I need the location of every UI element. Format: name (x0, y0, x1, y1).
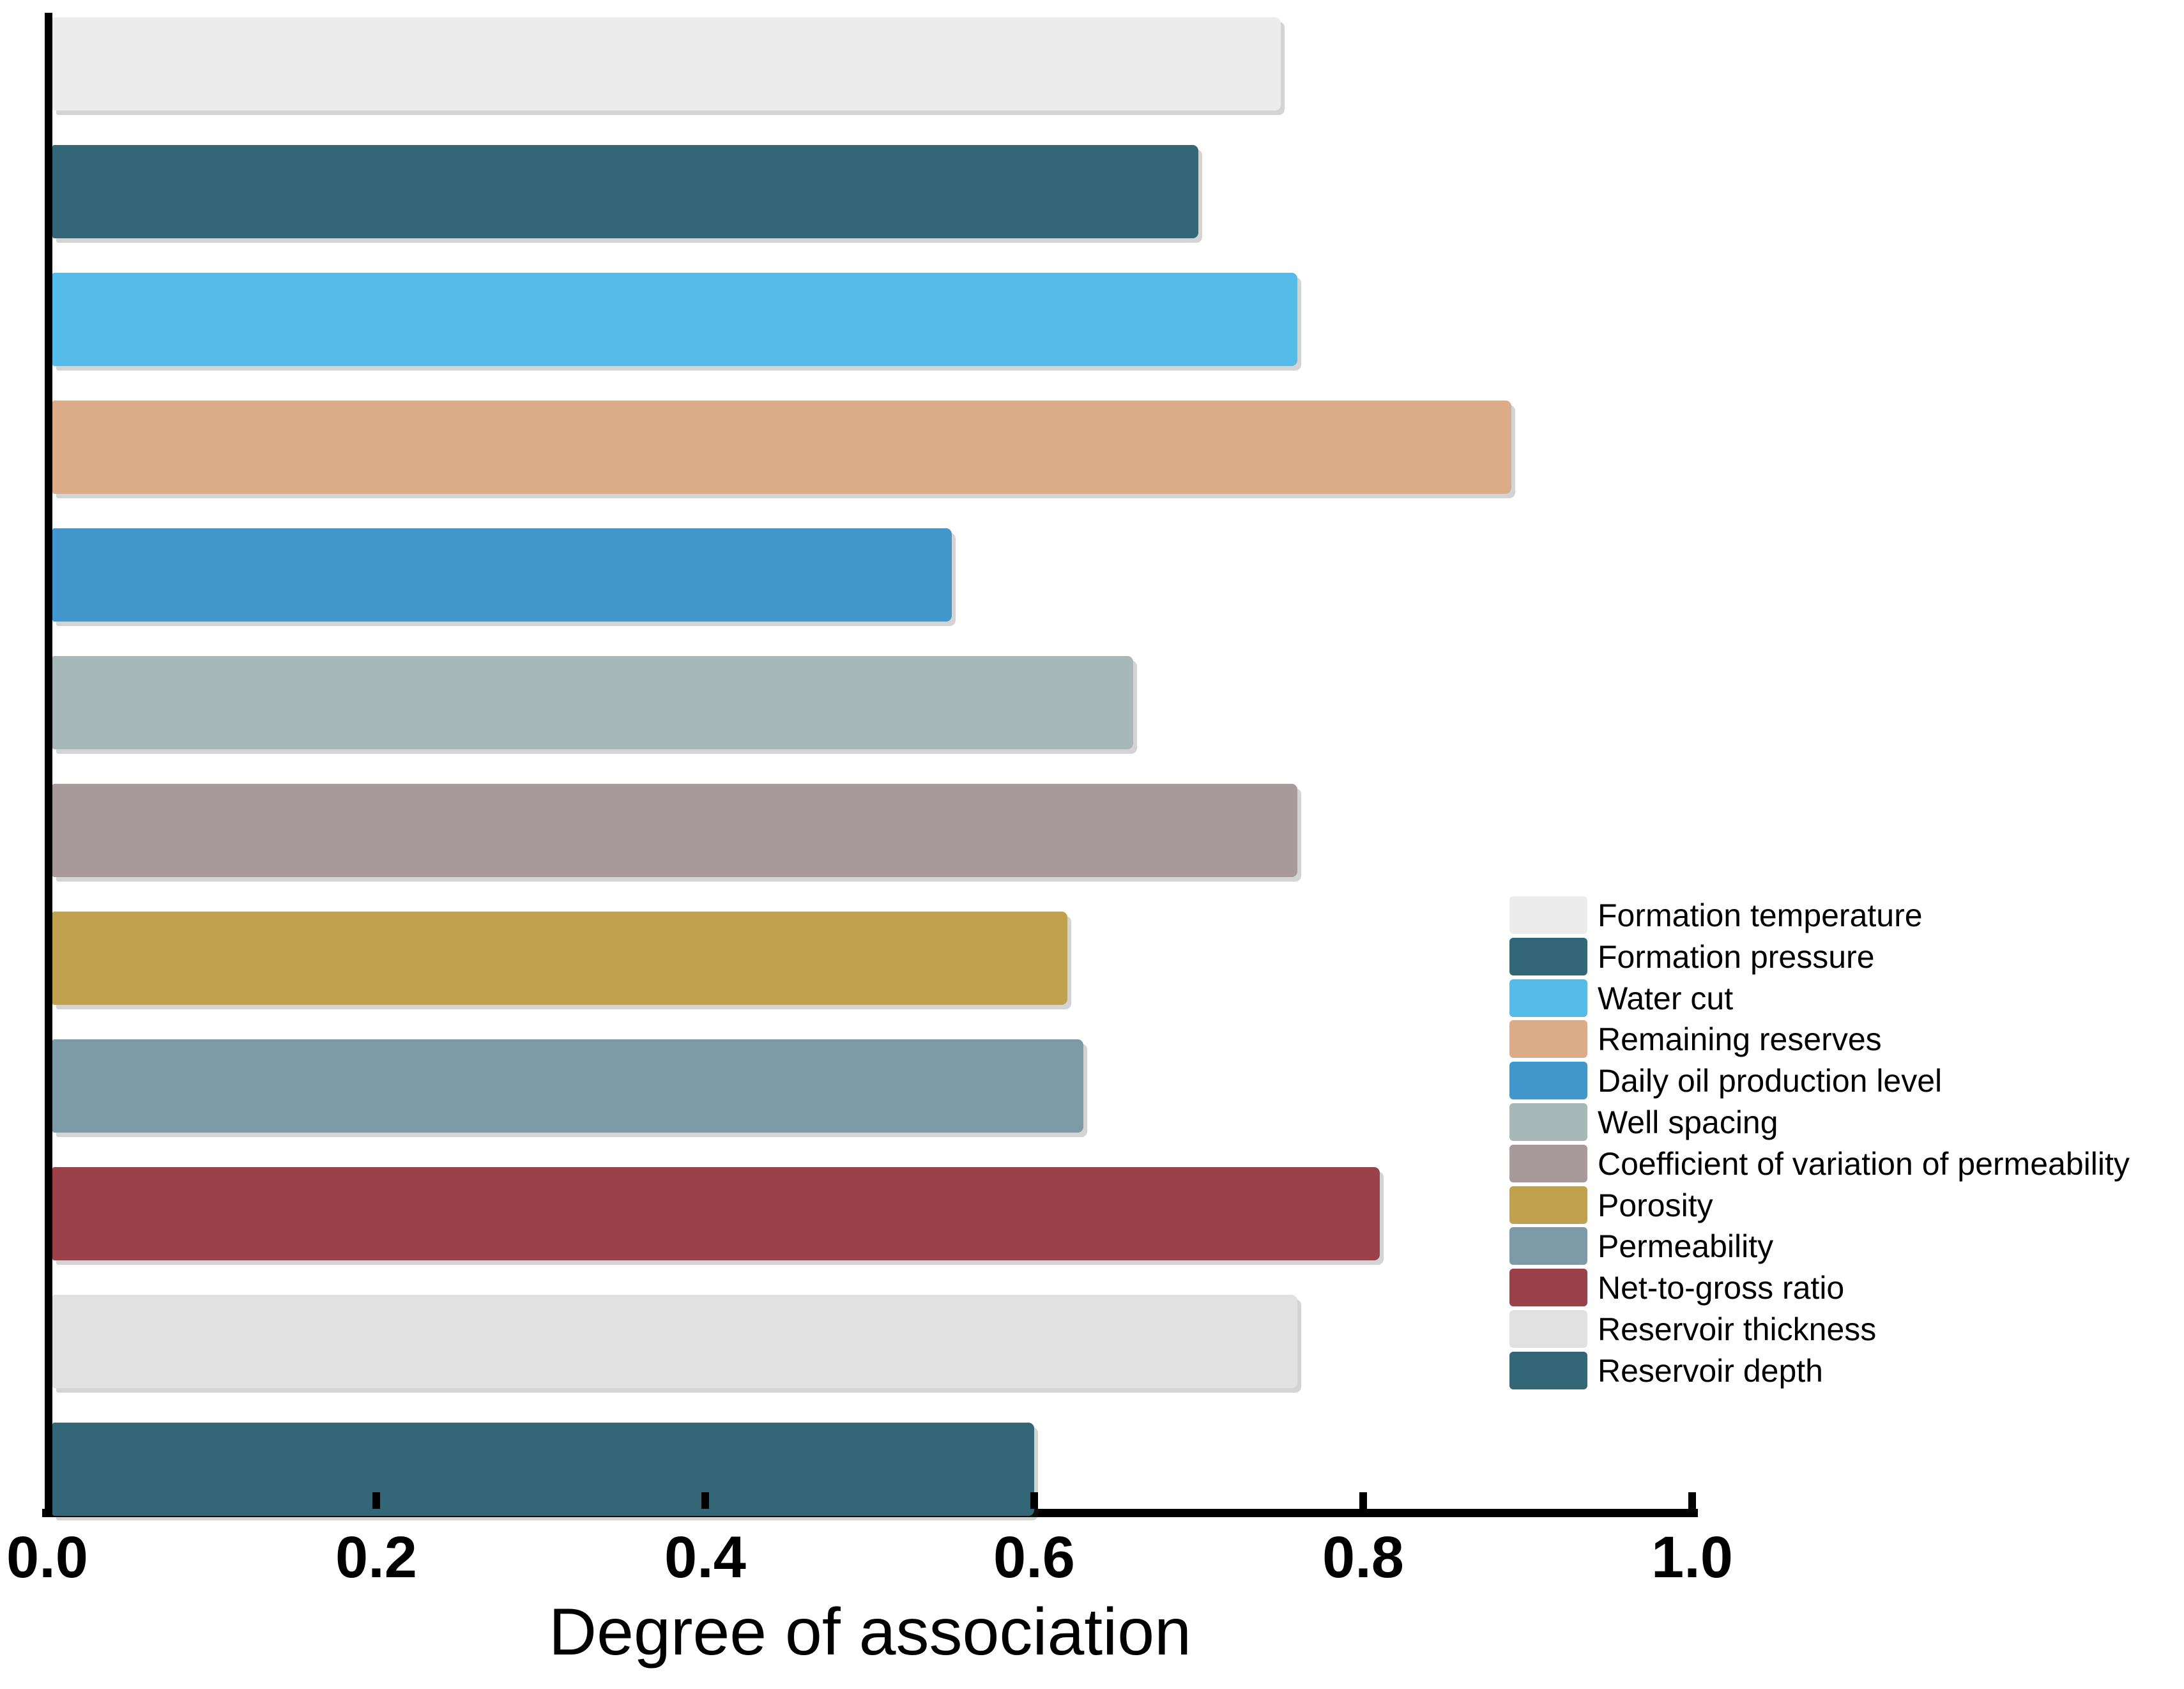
legend-item-reservoir-depth: Reservoir depth (1509, 1352, 2180, 1389)
legend-item-porosity: Porosity (1509, 1186, 2180, 1224)
legend-label: Formation pressure (1598, 938, 1875, 975)
bar-formation-temperature (52, 17, 1281, 111)
legend-swatch-formation-pressure (1509, 938, 1587, 975)
legend-label: Reservoir depth (1598, 1352, 1823, 1389)
legend-label: Permeability (1598, 1228, 1774, 1264)
x-tick-mark (701, 1492, 709, 1509)
legend-label: Porosity (1598, 1187, 1713, 1223)
bar-well-spacing (52, 656, 1133, 749)
x-tick-label: 0.6 (993, 1525, 1075, 1590)
bar-daily-oil-production-level (52, 528, 952, 622)
x-tick-label: 0.0 (6, 1525, 88, 1590)
legend-swatch-permeability (1509, 1227, 1587, 1265)
x-tick-mark (1359, 1492, 1367, 1509)
x-tick-label: 0.2 (335, 1525, 417, 1590)
y-axis-spine (45, 13, 52, 1515)
bar-reservoir-thickness (52, 1295, 1297, 1388)
x-tick-mark (372, 1492, 380, 1509)
bar-porosity (52, 912, 1067, 1005)
legend-item-coefficient-of-variation-of-permeability: Coefficient of variation of permeability (1509, 1145, 2180, 1182)
x-tick-label: 0.8 (1322, 1525, 1404, 1590)
legend-swatch-water-cut (1509, 979, 1587, 1017)
bar-water-cut (52, 273, 1297, 366)
x-tick-label: 1.0 (1651, 1525, 1733, 1590)
legend: Formation temperature Formation pressure W… (1509, 896, 2180, 1395)
x-tick-mark (1030, 1492, 1038, 1509)
legend-swatch-reservoir-thickness (1509, 1310, 1587, 1348)
legend-swatch-remaining-reserves (1509, 1020, 1587, 1058)
bar-net-to-gross-ratio (52, 1167, 1380, 1260)
legend-label: Remaining reserves (1598, 1021, 1882, 1057)
legend-item-daily-oil-production-level: Daily oil production level (1509, 1062, 2180, 1099)
x-tick-mark (1688, 1492, 1696, 1509)
legend-item-permeability: Permeability (1509, 1227, 2180, 1265)
legend-item-well-spacing: Well spacing (1509, 1103, 2180, 1141)
x-tick-label: 0.4 (664, 1525, 746, 1590)
legend-label: Coefficient of variation of permeability (1598, 1145, 2130, 1182)
legend-label: Daily oil production level (1598, 1062, 1943, 1099)
legend-item-formation-pressure: Formation pressure (1509, 938, 2180, 975)
legend-item-net-to-gross-ratio: Net-to-gross ratio (1509, 1269, 2180, 1306)
bar-formation-pressure (52, 145, 1198, 238)
legend-item-remaining-reserves: Remaining reserves (1509, 1020, 2180, 1058)
legend-swatch-coefficient-of-variation-of-permeability (1509, 1145, 1587, 1182)
legend-swatch-daily-oil-production-level (1509, 1062, 1587, 1099)
legend-label: Water cut (1598, 980, 1734, 1016)
legend-label: Reservoir thickness (1598, 1311, 1877, 1347)
legend-swatch-net-to-gross-ratio (1509, 1269, 1587, 1306)
bar-reservoir-depth (52, 1423, 1034, 1516)
legend-item-reservoir-thickness: Reservoir thickness (1509, 1310, 2180, 1348)
legend-swatch-porosity (1509, 1186, 1587, 1224)
legend-swatch-reservoir-depth (1509, 1352, 1587, 1389)
x-axis-title: Degree of association (549, 1595, 1191, 1669)
legend-item-water-cut: Water cut (1509, 979, 2180, 1017)
legend-item-formation-temperature: Formation temperature (1509, 896, 2180, 934)
legend-label: Well spacing (1598, 1104, 1778, 1140)
bar-remaining-reserves (52, 401, 1511, 494)
legend-label: Formation temperature (1598, 897, 1923, 933)
legend-label: Net-to-gross ratio (1598, 1269, 1845, 1306)
bar-coefficient-of-variation-of-permeability (52, 784, 1297, 877)
bar-permeability (52, 1039, 1083, 1133)
legend-swatch-formation-temperature (1509, 896, 1587, 934)
legend-swatch-well-spacing (1509, 1103, 1587, 1141)
